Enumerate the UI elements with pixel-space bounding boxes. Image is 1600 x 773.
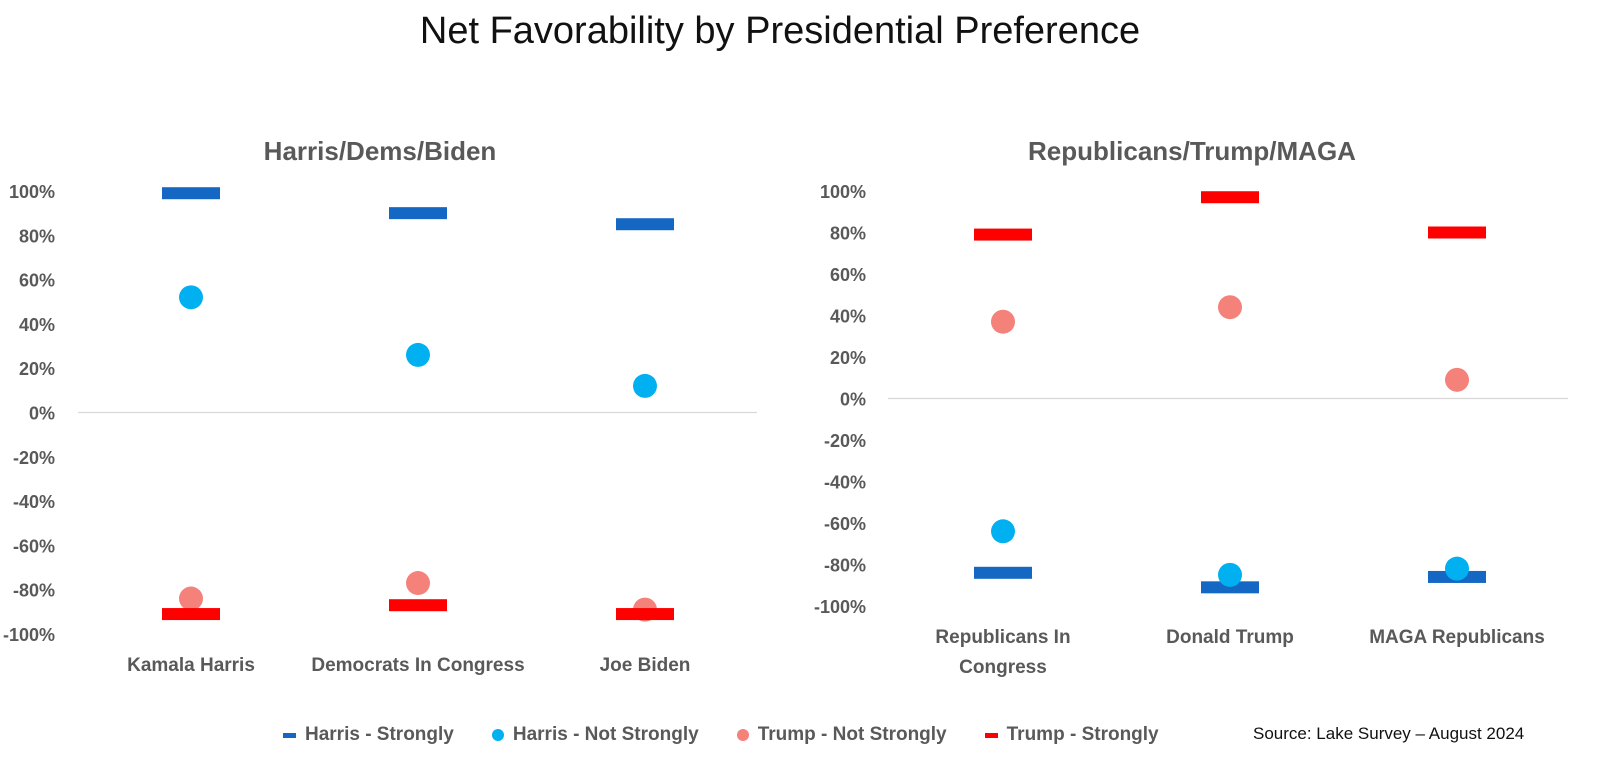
y-tick-label: 40% [830,307,866,327]
category-label: MAGA Republicans [1369,627,1545,648]
legend-item-trump-strongly: Trump - Strongly [984,724,1159,746]
legend-label: Trump - Strongly [1006,724,1159,745]
dash-marker [1201,191,1259,204]
chart-panel-2: Republicans/Trump/MAGA 100% 80% 60% 40% 20% 0%… [814,136,1568,678]
y-tick-label: 60% [19,271,55,291]
legend-circle-icon [491,729,504,741]
circle-marker [991,519,1015,544]
category-label: Donald Trump [1166,627,1294,648]
dash-marker [974,228,1032,241]
y-tick-label: 60% [830,265,866,285]
y-tick-label: -100% [814,597,866,617]
dash-marker [1201,581,1259,594]
y-tick-label: -100% [3,625,55,645]
y-tick-label: -40% [13,492,55,512]
circle-marker [406,571,430,596]
dash-marker [616,608,674,621]
y-tick-label: 0% [840,390,866,410]
category-label: Democrats In Congress [311,655,524,676]
legend-item-harris-not-strongly: Harris - Not Strongly [491,724,699,746]
legend: Harris - Strongly Harris - Not Strongly … [283,722,1197,748]
legend-dash-icon [283,732,296,738]
source-note: Source: Lake Survey – August 2024 [1253,724,1525,743]
legend-label: Harris - Not Strongly [512,724,699,745]
circle-marker [406,342,430,367]
dash-marker [162,187,220,200]
dash-marker [616,218,674,231]
dash-marker [974,566,1032,579]
circle-marker [179,285,203,310]
circle-marker [179,586,203,611]
y-tick-label: -60% [13,536,55,556]
chart-title: Harris/Dems/Biden [264,136,497,166]
y-tick-label: -40% [824,473,866,493]
circle-marker [1218,295,1242,320]
y-tick-label: -80% [824,556,866,576]
dash-marker [389,599,447,612]
y-tick-label: -20% [824,431,866,451]
chart-panel-1: Harris/Dems/Biden 100% 80% 60% 40% 20% 0% -20% -… [3,136,757,676]
dash-marker [1428,226,1486,239]
y-tick-label: 20% [19,359,55,379]
dash-marker [389,207,447,220]
circle-marker [1445,556,1469,581]
circle-marker [1218,562,1242,587]
y-tick-label: -60% [824,514,866,534]
legend-label: Trump - Not Strongly [757,724,947,745]
circle-marker [991,309,1015,334]
category-label: Joe Biden [600,655,691,676]
y-tick-label: 20% [830,348,866,368]
legend-dash-icon [984,732,998,738]
y-tick-label: -80% [13,581,55,601]
y-tick-label: -20% [13,448,55,468]
y-tick-label: 100% [9,182,55,202]
circle-marker [633,373,657,398]
legend-label: Harris - Strongly [305,724,454,745]
legend-item-harris-strongly: Harris - Strongly [283,724,454,746]
legend-item-trump-not-strongly: Trump - Not Strongly [736,724,947,746]
dash-marker [162,608,220,621]
category-label: Kamala Harris [127,655,255,676]
circle-marker [1445,367,1469,392]
category-label: Republicans In Congress [935,627,1070,678]
y-tick-label: 80% [830,224,866,244]
y-tick-label: 0% [29,404,55,424]
y-tick-label: 80% [19,226,55,246]
y-tick-label: 40% [19,315,55,335]
chart-title: Republicans/Trump/MAGA [1028,136,1356,166]
legend-circle-icon [736,729,749,741]
y-tick-label: 100% [820,182,866,202]
page-title: Net Favorability by Presidential Prefere… [419,10,1141,52]
